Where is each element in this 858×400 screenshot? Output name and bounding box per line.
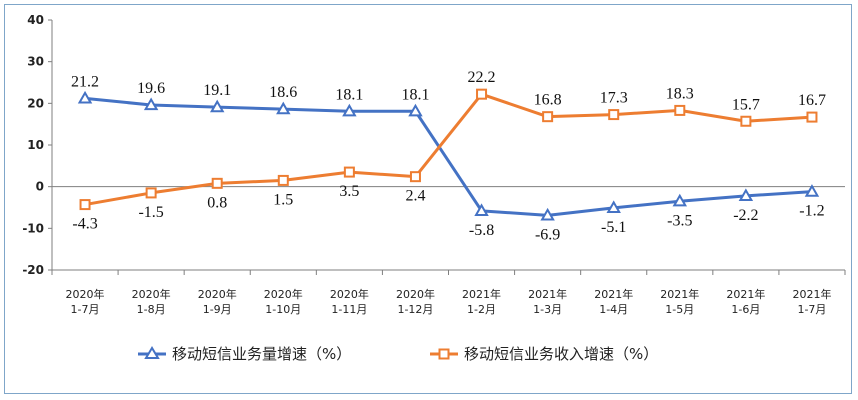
data-label: 16.7 <box>798 92 826 109</box>
data-label: 15.7 <box>732 96 760 113</box>
data-label: 18.6 <box>269 84 297 101</box>
data-label: 18.3 <box>666 85 694 102</box>
data-label: -3.5 <box>667 212 692 229</box>
data-point-square <box>277 174 289 186</box>
y-tick-label: 20 <box>27 96 44 110</box>
data-label: 16.8 <box>534 92 562 109</box>
data-label: 21.2 <box>71 73 99 90</box>
y-tick-label: -20 <box>22 263 44 277</box>
data-point-triangle <box>672 193 688 207</box>
data-point-triangle <box>342 103 357 117</box>
data-point-square <box>476 88 488 100</box>
data-point-triangle <box>804 184 820 197</box>
x-tick-label-period: 1-11月 <box>331 303 367 316</box>
data-label: -1.2 <box>799 203 824 220</box>
x-tick-label-period: 1-2月 <box>467 303 496 316</box>
data-point-triangle <box>77 90 93 104</box>
data-point-triangle <box>738 188 754 201</box>
data-label: -1.5 <box>138 204 163 221</box>
data-point-square <box>542 111 554 123</box>
x-tick-label-period: 1-10月 <box>265 303 301 316</box>
x-tick-label-year: 2020年 <box>198 287 237 301</box>
data-label: -5.1 <box>601 219 626 236</box>
data-label: 19.1 <box>203 82 231 99</box>
x-tick-label-period: 1-4月 <box>599 303 628 316</box>
data-point-square <box>740 115 752 127</box>
data-label: 1.5 <box>273 191 293 208</box>
x-tick-label-year: 2021年 <box>528 287 567 301</box>
data-label: 18.1 <box>335 86 363 103</box>
y-tick-label: 0 <box>36 180 44 194</box>
x-tick-label-year: 2021年 <box>660 287 699 301</box>
x-tick-label-period: 1-9月 <box>203 303 232 316</box>
x-tick-label-period: 1-8月 <box>137 303 166 316</box>
x-tick-label-year: 2020年 <box>66 287 105 301</box>
x-tick-label-year: 2021年 <box>726 287 765 301</box>
x-tick-label-year: 2020年 <box>132 287 171 301</box>
x-tick-label-year: 2020年 <box>264 287 303 301</box>
data-point-square <box>343 166 355 178</box>
y-tick-label: 10 <box>27 138 44 152</box>
data-point-triangle <box>209 99 225 113</box>
data-point-square <box>608 109 620 121</box>
data-label: -5.8 <box>469 222 494 239</box>
data-label: 2.4 <box>405 188 425 205</box>
data-label: -6.9 <box>535 226 560 243</box>
data-point-triangle <box>606 200 621 214</box>
series-line-1 <box>84 96 813 217</box>
data-label: 0.8 <box>207 194 227 211</box>
x-tick-label-period: 1-12月 <box>397 303 433 316</box>
x-tick-label-year: 2020年 <box>396 287 435 301</box>
data-label: 18.1 <box>401 86 429 103</box>
data-point-triangle <box>276 101 291 115</box>
legend-square-icon <box>438 348 450 360</box>
data-point-square <box>211 177 223 189</box>
data-label: -4.3 <box>72 216 97 233</box>
x-tick-label-period: 1-5月 <box>665 303 694 316</box>
x-tick-label-period: 1-6月 <box>731 303 760 316</box>
y-tick-label: 40 <box>27 13 44 27</box>
data-label: 17.3 <box>600 90 628 107</box>
data-label: 3.5 <box>339 183 359 200</box>
y-tick-label: 30 <box>27 55 44 69</box>
series-line-2 <box>84 92 813 207</box>
y-tick-label: -10 <box>22 221 44 235</box>
x-tick-label-year: 2021年 <box>792 287 831 301</box>
data-point-square <box>79 199 91 211</box>
x-tick-label-period: 1-7月 <box>71 303 100 316</box>
x-tick-label-year: 2021年 <box>462 287 501 301</box>
x-tick-label-period: 1-7月 <box>797 303 826 316</box>
data-point-square <box>145 187 157 199</box>
data-point-square <box>806 111 818 123</box>
data-label: -2.2 <box>733 207 758 224</box>
data-label: 19.6 <box>137 80 165 97</box>
legend-label-volume: 移动短信业务量增速（%） <box>172 345 351 363</box>
data-point-square <box>409 171 421 183</box>
x-tick-label-year: 2020年 <box>330 287 369 301</box>
legend-triangle-icon <box>144 346 160 359</box>
x-tick-label-year: 2021年 <box>594 287 633 301</box>
x-tick-label-period: 1-3月 <box>533 303 562 316</box>
data-point-triangle <box>408 103 423 117</box>
legend-label-revenue: 移动短信业务收入增速（%） <box>464 345 658 363</box>
data-point-triangle <box>143 97 159 111</box>
data-point-triangle <box>474 203 489 216</box>
data-point-square <box>674 104 686 116</box>
data-point-triangle <box>540 207 555 221</box>
data-label: 22.2 <box>468 69 496 86</box>
